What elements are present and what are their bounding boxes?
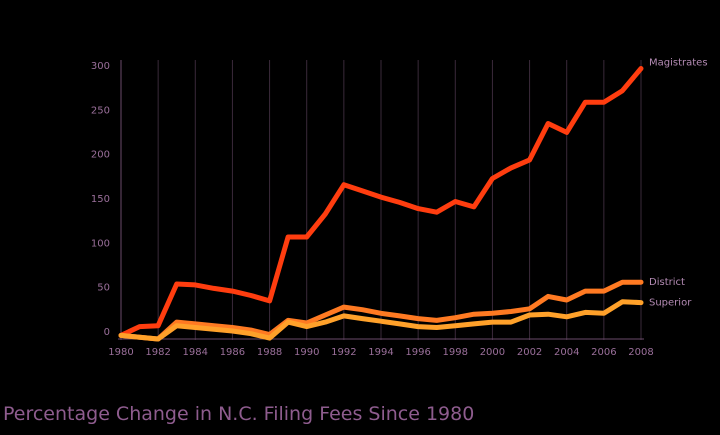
x-tick-label: 1990	[294, 347, 319, 358]
x-tick-label: 2006	[591, 347, 616, 358]
y-tick-label: 300	[91, 61, 110, 72]
series-line-magistrates	[118, 66, 644, 338]
x-tick-label: 1980	[108, 347, 133, 358]
x-tick-label: 1996	[405, 347, 430, 358]
series-label-superior: Superior	[649, 298, 692, 309]
x-tick-label: 1982	[145, 347, 170, 358]
series-lines	[118, 66, 644, 342]
x-tick-label: 1994	[368, 347, 393, 358]
x-tick-label: 2000	[480, 347, 505, 358]
y-tick-labels: 0 50 100 150 200 250 300	[91, 61, 110, 338]
axes	[118, 60, 644, 340]
series-line-superior	[118, 299, 644, 342]
x-tick-label: 2008	[628, 347, 653, 358]
x-tick-labels: 1980 1982 1984 1986 1988 1990 1992 1994 1996 1998…	[108, 347, 653, 358]
series-label-magistrates: Magistrates	[649, 58, 708, 69]
x-tick-label: 1984	[183, 347, 208, 358]
chart-title: Percentage Change in N.C. Filing Fees Si…	[3, 403, 475, 425]
y-tick-label: 50	[97, 283, 110, 294]
x-tick-label: 1988	[257, 347, 282, 358]
x-tick-label: 1986	[220, 347, 245, 358]
series-label-district: District	[649, 277, 685, 288]
y-tick-label: 200	[91, 150, 110, 161]
y-tick-label: 150	[91, 194, 110, 205]
x-tick-label: 1998	[443, 347, 468, 358]
y-tick-label: 0	[104, 327, 110, 338]
series-line-district	[118, 279, 644, 342]
x-tick-label: 1992	[331, 347, 356, 358]
x-tick-label: 2004	[554, 347, 579, 358]
series-labels: Magistrates District Superior	[649, 58, 708, 309]
y-tick-label: 250	[91, 105, 110, 116]
y-tick-label: 100	[91, 238, 110, 249]
x-tick-label: 2002	[517, 347, 542, 358]
